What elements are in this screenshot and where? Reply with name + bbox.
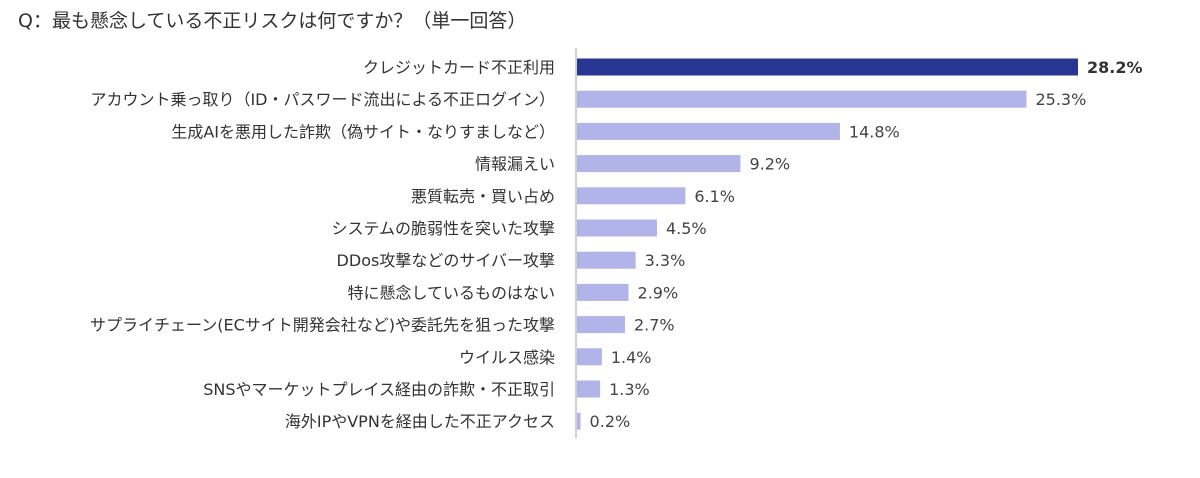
data-label: 3.3% [645,251,686,270]
category-label: ウイルス感染 [459,348,555,367]
data-label: 6.1% [694,187,735,206]
bar [577,58,1078,76]
category-label: 海外IPやVPNを経由した不正アクセス [285,412,555,431]
data-label: 4.5% [666,219,707,238]
data-label: 1.3% [609,380,650,399]
category-label: SNSやマーケットプレイス経由の詐欺・不正取引 [203,380,555,399]
bar [577,316,625,334]
category-label: 生成AIを悪用した詐欺（偽サイト・なりすましなど） [171,122,555,141]
category-label: システムの脆弱性を突いた攻撃 [331,219,555,238]
bar [577,251,636,269]
data-label: 0.2% [590,412,631,431]
bar [577,187,686,205]
category-label: DDos攻撃などのサイバー攻撃 [337,251,555,270]
data-label: 2.7% [634,316,675,335]
bar [577,412,581,430]
data-label: 2.9% [638,283,679,302]
data-label: 9.2% [749,155,790,174]
category-label: クレジットカード不正利用 [363,58,555,77]
bar [577,122,840,140]
category-label: サプライチェーン(ECサイト開発会社など)や委託先を狙った攻撃 [90,316,555,335]
category-label: アカウント乗っ取り（ID・パスワード流出による不正ログイン） [90,90,555,109]
bar [577,155,741,173]
category-label: 情報漏えい [475,155,555,174]
bar [577,380,601,398]
data-label: 14.8% [849,122,900,141]
bar [577,90,1027,108]
chart-title: Q：最も懸念している不正リスクは何ですか？（単一回答） [18,10,527,32]
data-label: 1.4% [611,348,652,367]
bar [577,283,629,301]
data-label: 25.3% [1035,90,1086,109]
bar [577,219,657,237]
bar [577,348,602,366]
category-label: 特に懸念しているものはない [347,283,555,302]
category-label: 悪質転売・買い占め [411,187,555,206]
data-label: 28.2% [1087,58,1143,77]
